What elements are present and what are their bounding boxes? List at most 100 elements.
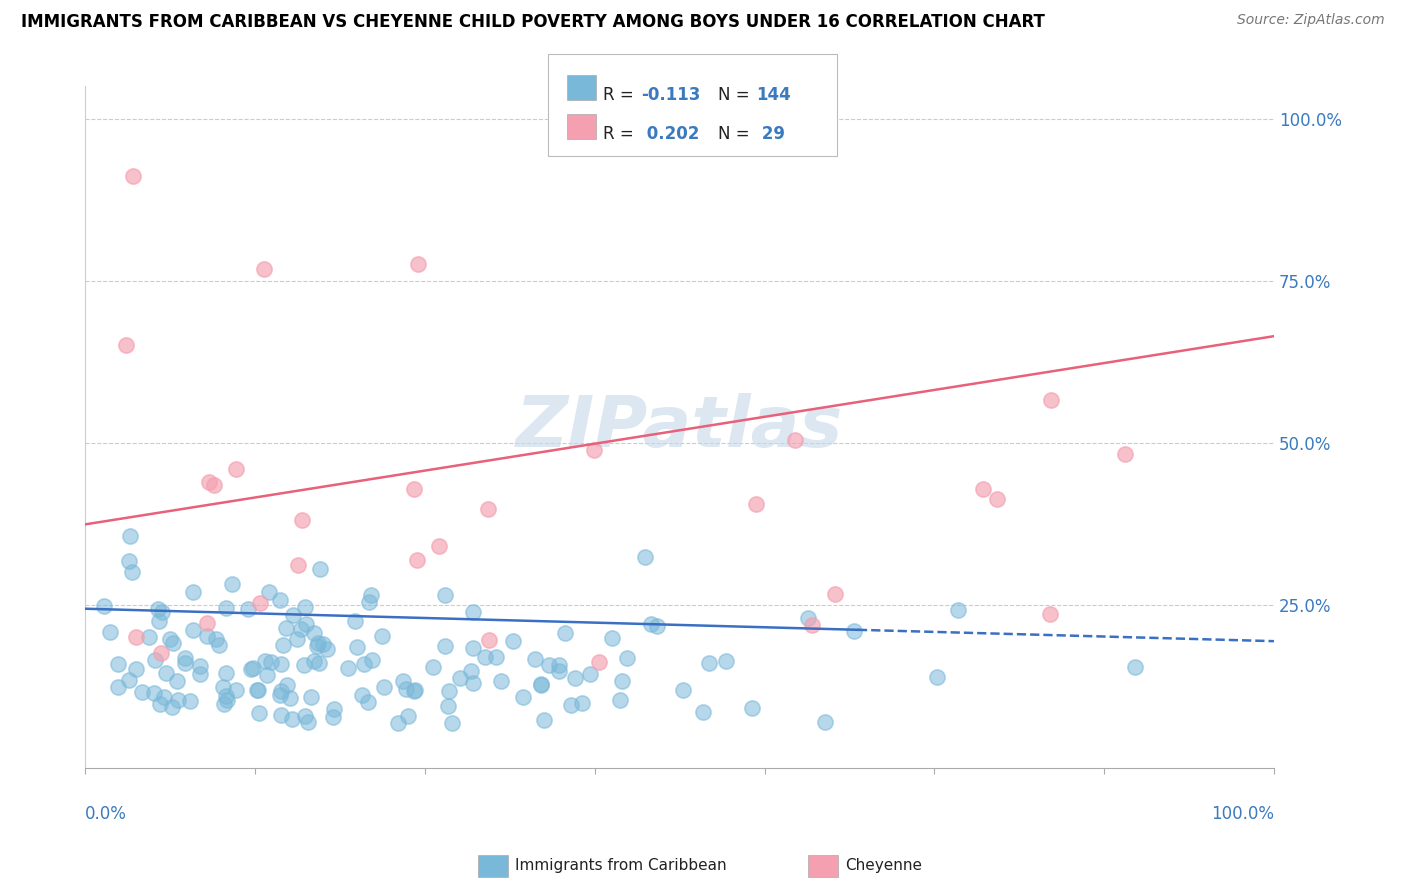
Point [174,657,197,671]
Point [474,650,496,665]
Point [436,698,458,713]
Point [352,688,374,702]
Point [215,689,238,703]
Point [121,169,143,184]
Point [548,658,571,673]
Point [174,651,197,665]
Point [269,593,291,607]
Point [221,576,243,591]
Point [571,696,593,710]
Point [485,649,508,664]
Point [460,664,482,678]
Point [547,665,569,679]
Point [392,674,415,689]
Point [433,640,456,654]
Point [107,657,129,671]
Point [387,715,409,730]
Point [463,641,485,656]
Point [538,658,561,673]
Point [814,714,837,729]
Point [153,690,176,704]
Point [256,668,278,682]
Text: -0.113: -0.113 [641,86,700,103]
Point [215,665,238,680]
Point [477,502,499,516]
Point [98,625,121,640]
Text: Source: ZipAtlas.com: Source: ZipAtlas.com [1237,13,1385,28]
Point [640,617,662,632]
Point [336,660,359,674]
Point [249,596,271,610]
Point [406,258,429,272]
Point [270,684,292,698]
Point [292,658,315,673]
Point [524,652,547,666]
Point [270,657,292,671]
Point [247,683,270,698]
Point [149,697,172,711]
Text: 0.202: 0.202 [641,125,700,143]
Point [461,676,484,690]
Point [270,707,292,722]
Point [925,670,948,684]
Point [159,632,181,646]
Point [120,528,142,542]
Point [307,639,329,653]
Point [118,673,141,688]
Point [295,617,318,632]
Point [278,690,301,705]
Point [276,678,298,692]
Point [148,602,170,616]
Point [612,673,634,688]
Text: ZIPatlas: ZIPatlas [516,392,844,461]
Point [560,698,582,712]
Point [714,654,737,668]
Point [842,624,865,638]
Point [252,262,274,277]
Point [797,611,820,625]
Point [214,698,236,712]
Point [166,673,188,688]
Point [692,705,714,719]
Point [254,654,277,668]
Point [583,443,606,458]
Point [308,562,330,576]
Point [283,608,305,623]
Point [225,683,247,698]
Point [150,605,173,619]
Point [1114,447,1136,461]
Point [160,700,183,714]
Point [302,654,325,668]
Point [274,621,297,635]
Point [299,690,322,704]
Point [287,558,309,572]
Point [195,629,218,643]
Text: N =: N = [718,125,755,143]
Point [124,662,146,676]
Point [745,497,768,511]
Point [294,709,316,723]
Point [294,599,316,614]
Point [972,482,994,496]
Text: R =: R = [603,125,640,143]
Point [148,614,170,628]
Text: N =: N = [718,86,755,103]
Text: IMMIGRANTS FROM CARIBBEAN VS CHEYENNE CHILD POVERTY AMONG BOYS UNDER 16 CORRELAT: IMMIGRANTS FROM CARIBBEAN VS CHEYENNE CH… [21,13,1045,31]
Point [502,634,524,648]
Point [672,682,695,697]
Point [395,682,418,697]
Point [247,706,270,720]
Point [371,629,394,643]
Point [783,433,806,447]
Point [564,672,586,686]
Text: Cheyenne: Cheyenne [845,858,922,872]
Point [530,678,553,692]
Point [396,709,419,723]
Point [741,700,763,714]
Point [198,475,221,490]
Point [215,600,238,615]
Point [304,625,326,640]
Point [269,688,291,702]
Point [131,684,153,698]
Point [93,599,115,613]
